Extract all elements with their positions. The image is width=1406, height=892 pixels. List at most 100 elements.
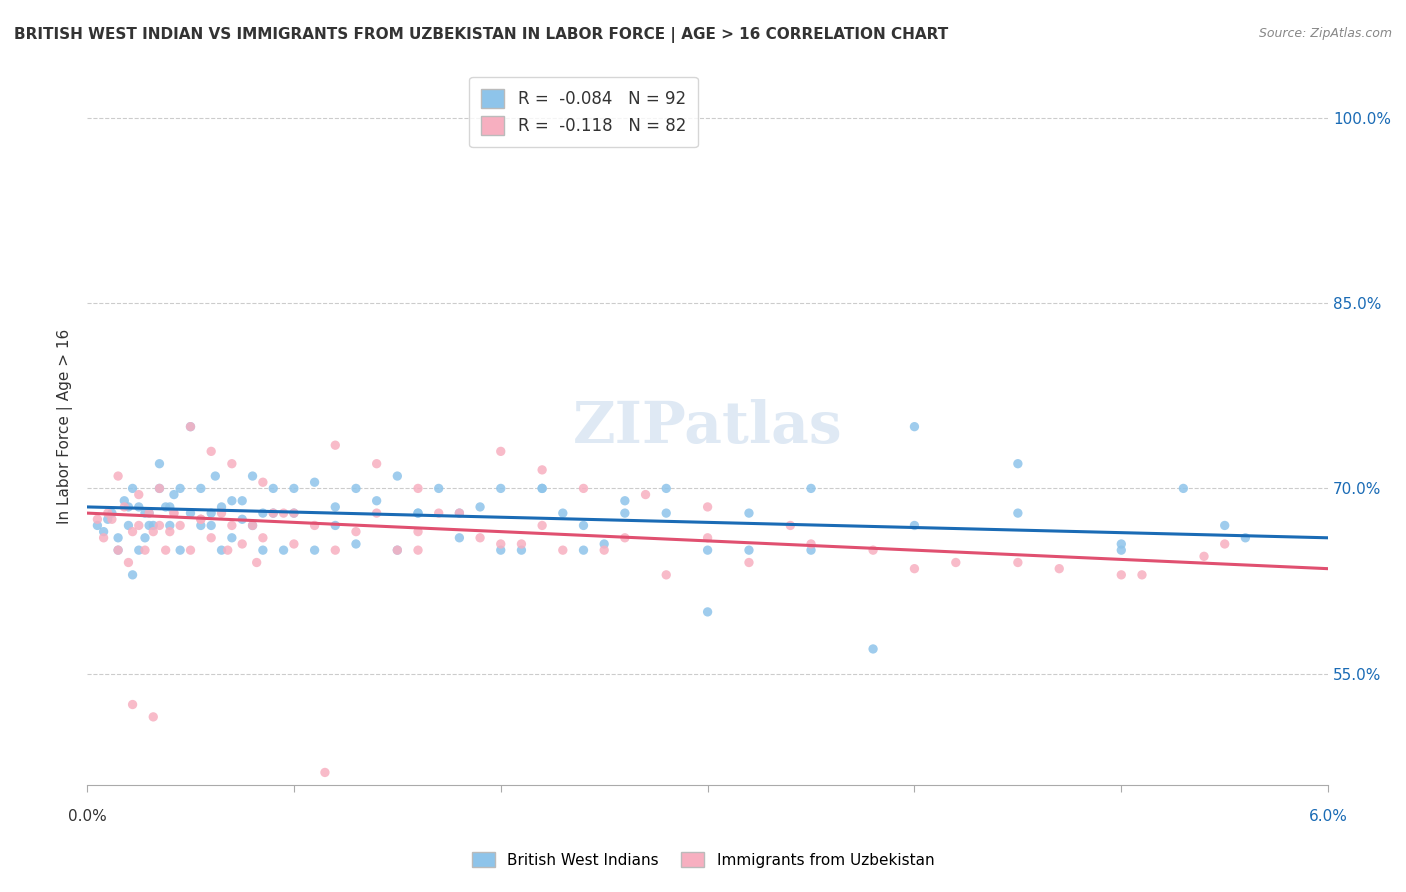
Point xyxy=(1111,567,1133,582)
Point xyxy=(200,444,222,458)
Point xyxy=(696,500,718,514)
Point xyxy=(190,482,212,496)
Point xyxy=(489,444,512,458)
Point xyxy=(211,543,233,558)
Point xyxy=(427,482,450,496)
Point xyxy=(200,506,222,520)
Point xyxy=(142,524,165,539)
Point xyxy=(1173,482,1195,496)
Point xyxy=(406,543,429,558)
Point xyxy=(387,543,409,558)
Point xyxy=(169,518,191,533)
Point xyxy=(121,567,143,582)
Point xyxy=(93,531,115,545)
Point xyxy=(800,482,823,496)
Point xyxy=(107,543,129,558)
Point xyxy=(510,543,533,558)
Point xyxy=(945,556,967,570)
Point xyxy=(738,506,761,520)
Point xyxy=(190,518,212,533)
Point xyxy=(366,506,388,520)
Point xyxy=(93,524,115,539)
Point xyxy=(800,537,823,551)
Point xyxy=(221,457,243,471)
Point xyxy=(1111,537,1133,551)
Point xyxy=(159,500,181,514)
Point xyxy=(128,518,150,533)
Point xyxy=(366,493,388,508)
Point xyxy=(134,506,156,520)
Point xyxy=(107,469,129,483)
Point xyxy=(1192,549,1215,564)
Point xyxy=(138,518,160,533)
Point xyxy=(903,562,925,576)
Point xyxy=(387,469,409,483)
Point xyxy=(283,506,305,520)
Point xyxy=(696,543,718,558)
Point xyxy=(262,506,284,520)
Point xyxy=(231,512,253,526)
Point xyxy=(738,556,761,570)
Point xyxy=(344,537,367,551)
Point xyxy=(1234,531,1257,545)
Point xyxy=(252,475,274,490)
Point xyxy=(489,482,512,496)
Point xyxy=(121,524,143,539)
Point xyxy=(134,543,156,558)
Point xyxy=(489,543,512,558)
Point xyxy=(323,438,346,452)
Point xyxy=(304,518,326,533)
Point xyxy=(179,419,201,434)
Point xyxy=(242,518,264,533)
Text: 6.0%: 6.0% xyxy=(1309,810,1347,824)
Point xyxy=(117,500,139,514)
Point xyxy=(323,543,346,558)
Point xyxy=(800,543,823,558)
Point xyxy=(242,518,264,533)
Point xyxy=(449,531,471,545)
Point xyxy=(1213,537,1236,551)
Point xyxy=(572,482,595,496)
Point xyxy=(86,512,108,526)
Text: Source: ZipAtlas.com: Source: ZipAtlas.com xyxy=(1258,27,1392,40)
Point xyxy=(242,469,264,483)
Point xyxy=(121,482,143,496)
Point xyxy=(314,765,336,780)
Point xyxy=(128,500,150,514)
Point xyxy=(344,482,367,496)
Point xyxy=(283,482,305,496)
Text: BRITISH WEST INDIAN VS IMMIGRANTS FROM UZBEKISTAN IN LABOR FORCE | AGE > 16 CORR: BRITISH WEST INDIAN VS IMMIGRANTS FROM U… xyxy=(14,27,948,43)
Point xyxy=(468,500,491,514)
Point xyxy=(366,457,388,471)
Point xyxy=(190,512,212,526)
Point xyxy=(163,506,186,520)
Point xyxy=(531,482,554,496)
Point xyxy=(148,457,170,471)
Point xyxy=(179,543,201,558)
Point xyxy=(406,506,429,520)
Point xyxy=(221,493,243,508)
Point xyxy=(283,537,305,551)
Point xyxy=(1007,556,1029,570)
Point xyxy=(134,531,156,545)
Point xyxy=(107,531,129,545)
Point xyxy=(159,518,181,533)
Point xyxy=(468,531,491,545)
Text: ZIPatlas: ZIPatlas xyxy=(572,399,842,455)
Point xyxy=(613,531,636,545)
Point xyxy=(200,518,222,533)
Point xyxy=(283,506,305,520)
Point xyxy=(252,531,274,545)
Point xyxy=(779,518,801,533)
Point xyxy=(148,518,170,533)
Point xyxy=(231,493,253,508)
Point xyxy=(138,506,160,520)
Point xyxy=(449,506,471,520)
Point xyxy=(449,506,471,520)
Point xyxy=(344,524,367,539)
Point xyxy=(252,506,274,520)
Point xyxy=(179,419,201,434)
Point xyxy=(903,518,925,533)
Point xyxy=(179,506,201,520)
Point xyxy=(121,698,143,712)
